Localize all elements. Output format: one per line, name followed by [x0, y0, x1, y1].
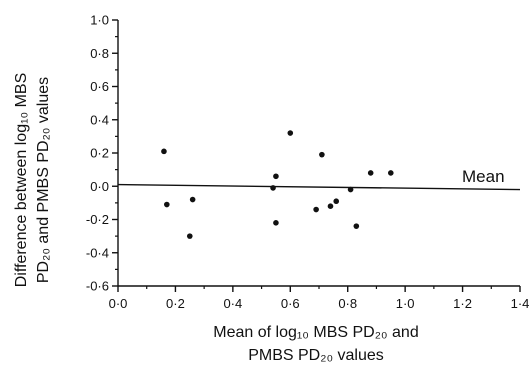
y-tick-label: 0·2 [90, 146, 109, 161]
x-axis-title-line1: Mean of log₁₀ MBS PD₂₀ and [213, 324, 418, 341]
y-tick-label: 0·0 [90, 179, 109, 194]
x-tick-label: 0·6 [281, 296, 300, 311]
data-point [161, 148, 167, 155]
x-tick-label: 0·8 [338, 296, 357, 311]
data-point [287, 130, 294, 136]
y-axis-title-line2: PD₂₀ and PMBS PD₂₀ values [35, 77, 52, 283]
y-axis-title-line1: Difference between log₁₀ MBS [13, 73, 30, 288]
data-point [273, 173, 279, 180]
y-tick-label: 1·0 [90, 13, 109, 28]
mean-line-group [117, 183, 521, 191]
x-axis-title-line2: PMBS PD₂₀ values [248, 347, 384, 364]
mean-annotation: Mean [462, 167, 505, 186]
x-tick-label: 0·4 [223, 296, 242, 311]
data-points [161, 130, 394, 239]
data-point [387, 170, 394, 176]
data-point [186, 233, 193, 239]
x-tick-label: 1·0 [396, 296, 415, 311]
y-tick-label: 0·4 [90, 112, 109, 127]
y-tick-label: 0·8 [90, 46, 109, 61]
x-tick-label: 0·0 [109, 296, 128, 311]
x-tick-label: 1·2 [453, 296, 472, 311]
y-tick-label: -0·6 [86, 279, 109, 294]
x-axis: 0·0 0·2 0·4 0·6 0·8 1·0 1·2 1·4 [109, 285, 530, 311]
data-point [327, 203, 334, 209]
data-point [367, 170, 374, 176]
data-point [189, 196, 196, 203]
data-point [347, 186, 354, 193]
data-point [313, 206, 319, 213]
data-point [164, 201, 170, 208]
data-point [270, 185, 276, 191]
data-point [333, 198, 340, 205]
mean-line [117, 183, 521, 191]
y-axis-title: Difference between log₁₀ MBS PD₂₀ and PM… [13, 73, 52, 288]
x-tick-label: 0·2 [166, 296, 185, 311]
x-tick-label: 1·4 [511, 296, 530, 311]
y-tick-label: -0·4 [86, 245, 109, 260]
y-tick-label: 0·6 [90, 79, 109, 94]
data-point [273, 220, 279, 226]
y-axis: 1·0 0·8 0·6 0·4 0·2 0·0 -0·2 -0·4 -0·6 [86, 13, 119, 294]
data-point [319, 151, 325, 158]
y-tick-label: -0·2 [86, 212, 109, 227]
data-point [353, 223, 360, 229]
